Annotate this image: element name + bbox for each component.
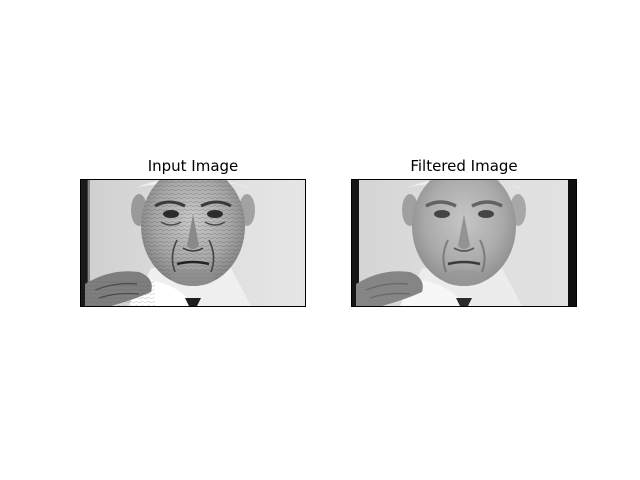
filtered-image-title: Filtered Image bbox=[410, 157, 518, 175]
input-image-panel: Input Image bbox=[80, 155, 306, 308]
input-image-axes bbox=[80, 179, 306, 307]
input-image-portrait bbox=[81, 180, 305, 306]
input-image-title: Input Image bbox=[147, 157, 239, 175]
filtered-image-axes bbox=[351, 179, 577, 307]
filtered-image-portrait bbox=[352, 180, 576, 306]
filtered-image-panel: Filtered Image bbox=[351, 155, 577, 308]
